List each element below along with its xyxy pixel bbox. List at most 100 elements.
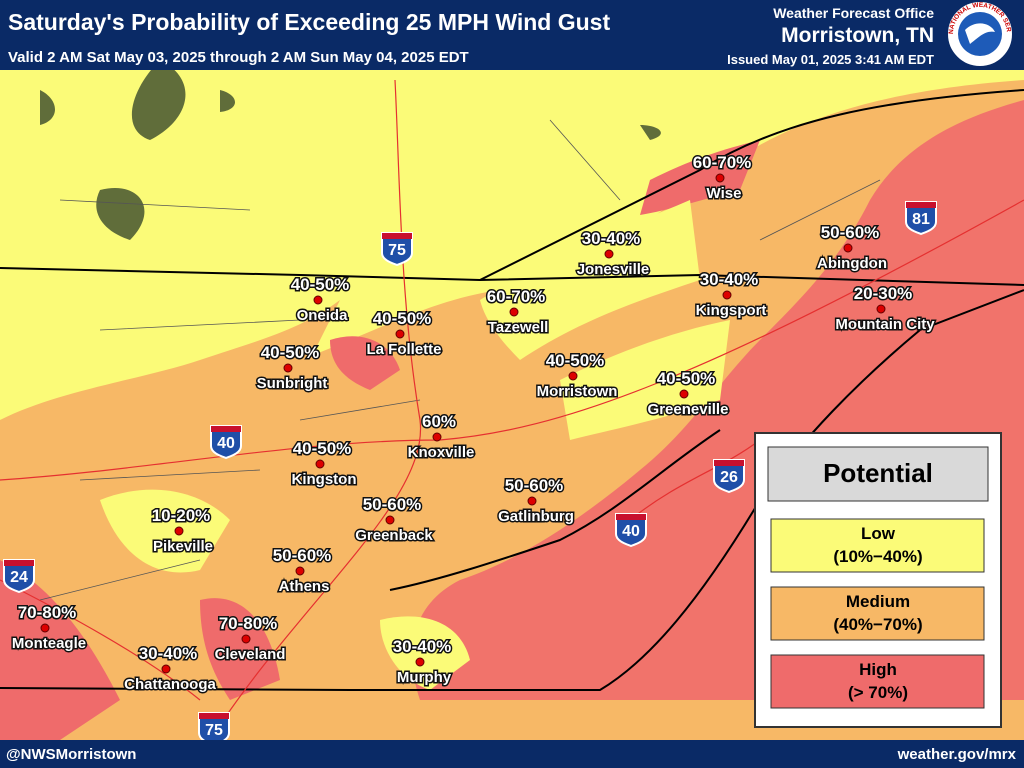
interstate-shield: 24 xyxy=(3,559,35,594)
city-dot xyxy=(283,363,293,373)
city-dot xyxy=(295,566,305,576)
legend-range: (10%−40%) xyxy=(833,547,922,566)
city-dot xyxy=(315,459,325,469)
footer-left: @NWSMorristown xyxy=(6,746,136,763)
legend-range: (40%−70%) xyxy=(833,615,922,634)
legend-swatch xyxy=(770,586,985,641)
shield-top xyxy=(616,514,646,520)
city-name: Kingston xyxy=(292,471,357,488)
shield-top xyxy=(199,713,229,719)
interstate-shield: 40 xyxy=(210,425,242,460)
city-name: Greenback xyxy=(355,527,433,544)
probability-label: 70-80% xyxy=(219,614,278,633)
interstate-number: 26 xyxy=(720,469,738,486)
city-dot xyxy=(568,371,578,381)
probability-label: 50-60% xyxy=(273,546,332,565)
interstate-shield: 81 xyxy=(905,201,937,236)
probability-label: 40-50% xyxy=(546,351,605,370)
probability-label: 10-20% xyxy=(152,506,211,525)
title: Saturday's Probability of Exceeding 25 M… xyxy=(8,9,610,35)
interstate-shield: 40 xyxy=(615,513,647,548)
shield-top xyxy=(382,233,412,239)
probability-label: 20-30% xyxy=(854,284,913,303)
interstate-shield: 26 xyxy=(713,459,745,494)
probability-label: 40-50% xyxy=(373,309,432,328)
shield-shape xyxy=(381,232,413,267)
legend-label: Medium xyxy=(846,592,910,611)
interstate-number: 81 xyxy=(912,211,930,228)
city-name: Abingdon xyxy=(817,255,887,272)
city-name: Oneida xyxy=(297,307,349,324)
probability-label: 50-60% xyxy=(821,223,880,242)
city-name: Kingsport xyxy=(696,302,767,319)
city-name: Knoxville xyxy=(408,444,475,461)
probability-label: 60% xyxy=(422,412,456,431)
legend-range: (> 70%) xyxy=(848,683,908,702)
city-dot xyxy=(509,307,519,317)
city-name: Murphy xyxy=(397,669,452,686)
probability-label: 70-80% xyxy=(18,603,77,622)
city-name: Cleveland xyxy=(215,646,286,663)
city-name: Athens xyxy=(279,578,330,595)
shield-top xyxy=(4,560,34,566)
legend-swatch xyxy=(770,518,985,573)
city-name: Morristown xyxy=(537,383,618,400)
shield-shape xyxy=(713,459,745,494)
interstate-number: 75 xyxy=(205,722,223,739)
city-name: Jonesville xyxy=(577,261,650,278)
shield-shape xyxy=(3,559,35,594)
subtitle: Valid 2 AM Sat May 03, 2025 through 2 AM… xyxy=(8,49,469,66)
shield-shape xyxy=(210,425,242,460)
city-dot xyxy=(385,515,395,525)
shield-shape xyxy=(615,513,647,548)
office-line1: Weather Forecast Office xyxy=(773,5,934,21)
header-bar xyxy=(0,0,1024,70)
probability-label: 60-70% xyxy=(487,287,546,306)
issued: Issued May 01, 2025 3:41 AM EDT xyxy=(727,52,934,67)
legend-label: High xyxy=(859,660,897,679)
city-name: Mountain City xyxy=(835,316,935,333)
city-dot xyxy=(679,389,689,399)
probability-label: 30-40% xyxy=(393,637,452,656)
city-dot xyxy=(174,526,184,536)
city-name: Chattanooga xyxy=(124,676,216,693)
shield-top xyxy=(906,202,936,208)
probability-label: 30-40% xyxy=(582,229,641,248)
city-name: Pikeville xyxy=(153,538,213,555)
probability-label: 40-50% xyxy=(291,275,350,294)
city-name: Greeneville xyxy=(648,401,729,418)
shield-top xyxy=(211,426,241,432)
interstate-number: 75 xyxy=(388,242,406,259)
interstate-shield: 75 xyxy=(381,232,413,267)
office-line2: Morristown, TN xyxy=(781,24,934,47)
interstate-shields: 75 81 40 26 40 24 75 xyxy=(3,201,937,747)
city-dot xyxy=(722,290,732,300)
city-dot xyxy=(40,623,50,633)
footer-bar xyxy=(0,740,1024,768)
legend-swatch xyxy=(770,654,985,709)
city-dot xyxy=(395,329,405,339)
city-dot xyxy=(843,243,853,253)
city-dots xyxy=(40,173,886,674)
city-dot xyxy=(715,173,725,183)
probability-label: 30-40% xyxy=(700,270,759,289)
probability-label: 40-50% xyxy=(293,439,352,458)
interstate-number: 40 xyxy=(217,435,235,452)
city-labels: 60-70% Wise 30-40% Jonesville 50-60% Abingdon… xyxy=(10,152,936,695)
probability-label: 30-40% xyxy=(139,644,198,663)
probability-label: 60-70% xyxy=(693,153,752,172)
city-dot xyxy=(604,249,614,259)
interstate-number: 40 xyxy=(622,523,640,540)
probability-label: 40-50% xyxy=(261,343,320,362)
legend-label: Low xyxy=(861,524,896,543)
probability-label: 50-60% xyxy=(363,495,422,514)
shield-top xyxy=(714,460,744,466)
footer-right: weather.gov/mrx xyxy=(897,746,1017,763)
city-dot xyxy=(313,295,323,305)
city-name: Wise xyxy=(707,185,742,202)
probability-label: 40-50% xyxy=(657,369,716,388)
probability-label: 50-60% xyxy=(505,476,564,495)
legend-title: Potential xyxy=(823,458,933,488)
legend: Potential Low (10%−40%) Medium (40%−70%) Hig… xyxy=(754,432,1002,728)
